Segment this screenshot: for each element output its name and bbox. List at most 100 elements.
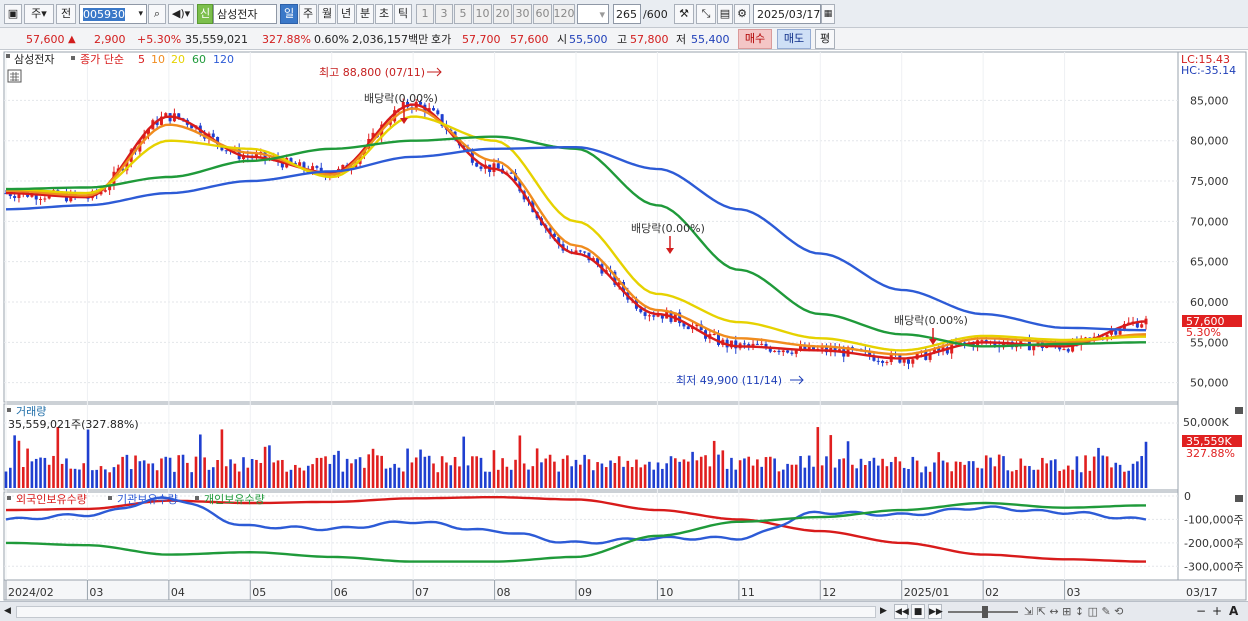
market-select[interactable]: 주 ▾ bbox=[24, 4, 54, 24]
candle-body bbox=[341, 164, 345, 169]
candle-body bbox=[280, 161, 284, 168]
high-price: 57,800 bbox=[630, 33, 669, 46]
candle-body bbox=[617, 282, 621, 285]
close-panel-icon[interactable] bbox=[1235, 495, 1243, 502]
minute-unit-10[interactable]: 10 bbox=[473, 4, 492, 24]
buy-button[interactable]: 매수 bbox=[738, 29, 772, 49]
minute-unit-3[interactable]: 3 bbox=[435, 4, 453, 24]
drawing-tools-icon[interactable]: ⇲ ⇱ ↔ ⊞ ↕ ◫ ✎ ⟲ bbox=[1024, 605, 1124, 618]
legend-ma10[interactable]: 10 bbox=[151, 53, 165, 66]
custom-unit-select[interactable]: ▾ bbox=[577, 4, 609, 24]
zoom-in-icon[interactable]: + bbox=[1212, 604, 1223, 618]
volume-bar bbox=[203, 457, 206, 488]
legend-ma5[interactable]: 5 bbox=[138, 53, 145, 66]
minute-unit-120[interactable]: 120 bbox=[553, 4, 575, 24]
period-year[interactable]: 년 bbox=[337, 4, 355, 24]
close-panel-icon[interactable] bbox=[1235, 407, 1243, 414]
window-menu-icon[interactable]: ▣ bbox=[4, 4, 22, 24]
period-day[interactable]: 일 bbox=[280, 4, 298, 24]
legend-ma120[interactable]: 120 bbox=[213, 53, 234, 66]
candle-body bbox=[1135, 321, 1139, 328]
candle-body bbox=[224, 150, 228, 152]
candle-body bbox=[643, 312, 647, 316]
scroll-left-icon[interactable]: ◀ bbox=[4, 606, 11, 616]
candle-body bbox=[1019, 339, 1023, 345]
volume-bar bbox=[686, 461, 690, 488]
legend-price-label[interactable]: 종가 단순 bbox=[80, 53, 124, 66]
save-icon[interactable]: ▤ bbox=[717, 4, 733, 24]
horizontal-scrollbar-track[interactable] bbox=[16, 606, 876, 618]
volume-bar bbox=[946, 462, 949, 488]
candle-body bbox=[764, 343, 768, 348]
arrow-down-icon bbox=[666, 248, 674, 254]
legend-ma20[interactable]: 20 bbox=[171, 53, 185, 66]
period-week[interactable]: 주 bbox=[299, 4, 317, 24]
rewind-icon[interactable]: ◀◀ bbox=[894, 604, 909, 619]
period-month[interactable]: 월 bbox=[318, 4, 336, 24]
period-minute[interactable]: 분 bbox=[356, 4, 374, 24]
x-axis-label: 02 bbox=[985, 586, 999, 599]
minute-unit-5[interactable]: 5 bbox=[454, 4, 472, 24]
volume-bar bbox=[9, 467, 12, 488]
price-change: 2,900 bbox=[94, 33, 126, 46]
volume-bar bbox=[1032, 469, 1036, 488]
ma-line-20 bbox=[5, 115, 1146, 352]
auto-scale-icon[interactable]: A bbox=[1229, 604, 1239, 618]
stock-code-input[interactable]: 005930 ▾ bbox=[79, 4, 147, 24]
volume-bar bbox=[699, 456, 703, 488]
candle-body bbox=[514, 173, 518, 181]
volume-bar bbox=[725, 468, 729, 488]
new-badge: 신 bbox=[197, 4, 213, 24]
minute-unit-20[interactable]: 20 bbox=[493, 4, 512, 24]
volume-title[interactable]: 거래량 bbox=[16, 405, 46, 418]
search-icon[interactable]: ⌕ bbox=[148, 4, 166, 24]
institution-holdings-label[interactable]: 기관보유수량 bbox=[117, 493, 178, 506]
date-input[interactable]: 2025/03/17 bbox=[753, 4, 821, 24]
legend-ma60[interactable]: 60 bbox=[192, 53, 206, 66]
price-axis-extra: LC:15.43 HC:-35.14 57,600 5.30% bbox=[1181, 53, 1242, 339]
price-axis-label: 85,000 bbox=[1190, 94, 1229, 107]
table-toggle-icon[interactable] bbox=[7, 69, 22, 83]
arrow-right-icon bbox=[798, 375, 804, 385]
calendar-icon[interactable]: ▦ bbox=[821, 4, 835, 24]
minute-unit-1[interactable]: 1 bbox=[416, 4, 434, 24]
period-tick[interactable]: 틱 bbox=[394, 4, 412, 24]
holdings-line-0 bbox=[5, 496, 1146, 563]
legend-stock-name[interactable]: 삼성전자 bbox=[14, 53, 54, 66]
zoom-tool-icon[interactable]: ⤡ bbox=[696, 4, 716, 24]
stock-name-field[interactable]: 삼성전자 bbox=[213, 4, 277, 24]
stop-icon[interactable]: ■ bbox=[911, 604, 925, 619]
candle-body bbox=[872, 356, 876, 361]
data-count-input[interactable]: 265 bbox=[613, 4, 641, 24]
volume-bar bbox=[125, 454, 129, 488]
evaluate-button[interactable]: 평 bbox=[815, 29, 835, 49]
volume-bar bbox=[1002, 456, 1005, 488]
candle-body bbox=[43, 198, 47, 200]
volume-bar bbox=[181, 454, 185, 488]
volume-bar bbox=[540, 462, 543, 488]
volume-bars bbox=[4, 426, 1148, 488]
chart-tool-icon[interactable]: ⚒ bbox=[674, 4, 694, 24]
volume-bar bbox=[173, 471, 176, 488]
zoom-slider-handle[interactable] bbox=[982, 606, 988, 618]
foreign-holdings-label[interactable]: 외국인보유수량 bbox=[16, 493, 87, 506]
zoom-out-icon[interactable]: − bbox=[1196, 604, 1207, 618]
fast-forward-icon[interactable]: ▶▶ bbox=[928, 604, 943, 619]
candle-body bbox=[647, 315, 651, 317]
minute-unit-30[interactable]: 30 bbox=[513, 4, 532, 24]
scroll-right-icon[interactable]: ▶ bbox=[880, 606, 887, 616]
sell-button[interactable]: 매도 bbox=[777, 29, 811, 49]
chart-area[interactable]: 85,000 80,000 75,000 70,000 65,000 60,000 55,0… bbox=[0, 50, 1248, 602]
candle-body bbox=[509, 172, 513, 174]
candle-body bbox=[578, 250, 582, 252]
volume-bar bbox=[488, 471, 491, 488]
gear-icon[interactable]: ⚙ bbox=[734, 4, 750, 24]
minute-unit-60[interactable]: 60 bbox=[533, 4, 552, 24]
candle-body bbox=[440, 114, 444, 127]
individual-holdings-label[interactable]: 개인보유수량 bbox=[204, 493, 265, 506]
speaker-icon[interactable]: ◀)▾ bbox=[168, 4, 194, 24]
period-second[interactable]: 초 bbox=[375, 4, 393, 24]
current-price: 57,600 bbox=[26, 33, 65, 46]
prev-button[interactable]: 전 bbox=[56, 4, 76, 24]
volume-bar bbox=[56, 426, 60, 488]
